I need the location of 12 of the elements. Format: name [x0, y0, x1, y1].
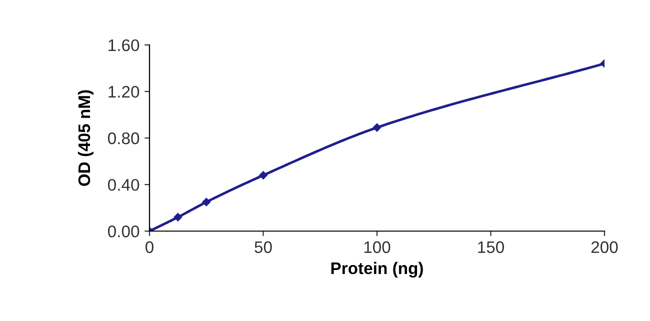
y-tick-label: 0.80	[108, 132, 140, 144]
y-axis-title: OD (405 nM)	[78, 90, 94, 186]
x-tick-label: 50	[254, 241, 272, 254]
y-tick-label: 1.60	[108, 39, 140, 52]
x-tick-label: 100	[364, 241, 390, 254]
x-tick-label: 200	[591, 241, 618, 254]
x-axis-title: Protein (ng)	[331, 262, 423, 278]
y-tick-label: 1.20	[108, 86, 140, 98]
y-tick-label: 0.00	[108, 226, 140, 238]
x-tick-label: 0	[146, 241, 154, 254]
x-tick-label: 150	[478, 241, 504, 254]
y-tick-label: 0.40	[108, 178, 140, 191]
